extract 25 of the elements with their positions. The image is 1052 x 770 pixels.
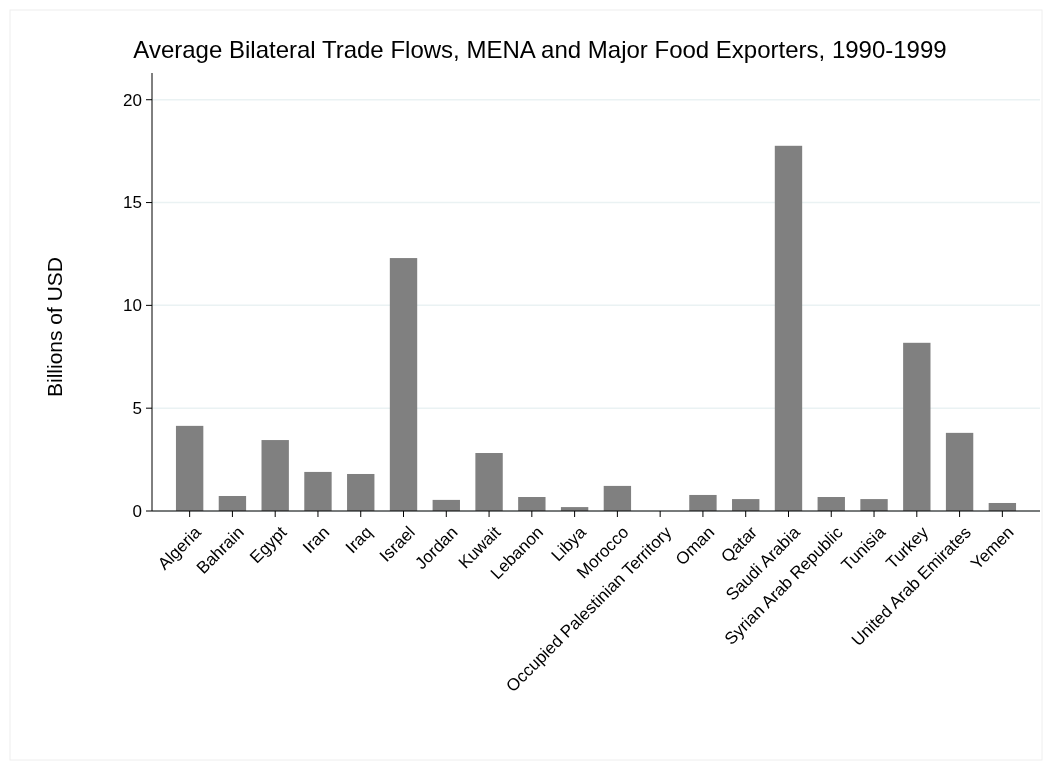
bar — [518, 497, 546, 511]
bar — [945, 432, 974, 511]
y-tick-label: 0 — [132, 501, 142, 521]
bar — [475, 453, 503, 511]
y-tick-label: 10 — [123, 296, 142, 316]
y-tick-label: 15 — [123, 193, 142, 213]
bar — [261, 440, 289, 511]
bar — [860, 499, 888, 511]
bar — [732, 499, 760, 511]
bar — [347, 473, 375, 511]
y-axis-title: Billions of USD — [43, 256, 66, 398]
bar — [603, 485, 632, 511]
y-tick-label: 20 — [123, 90, 142, 110]
x-tick-label: Iraq — [341, 522, 376, 557]
bar — [304, 471, 332, 511]
y-tick-label: 5 — [132, 399, 142, 419]
bar — [689, 494, 717, 511]
bar — [175, 425, 204, 511]
bar — [903, 342, 931, 511]
bar — [817, 497, 845, 511]
bar — [389, 258, 418, 511]
bar — [774, 145, 803, 511]
x-tick-label: Iran — [299, 522, 334, 557]
chart-title: Average Bilateral Trade Flows, MENA and Major Food Exporters, 1990-1999 — [133, 36, 947, 63]
bar — [218, 495, 247, 511]
